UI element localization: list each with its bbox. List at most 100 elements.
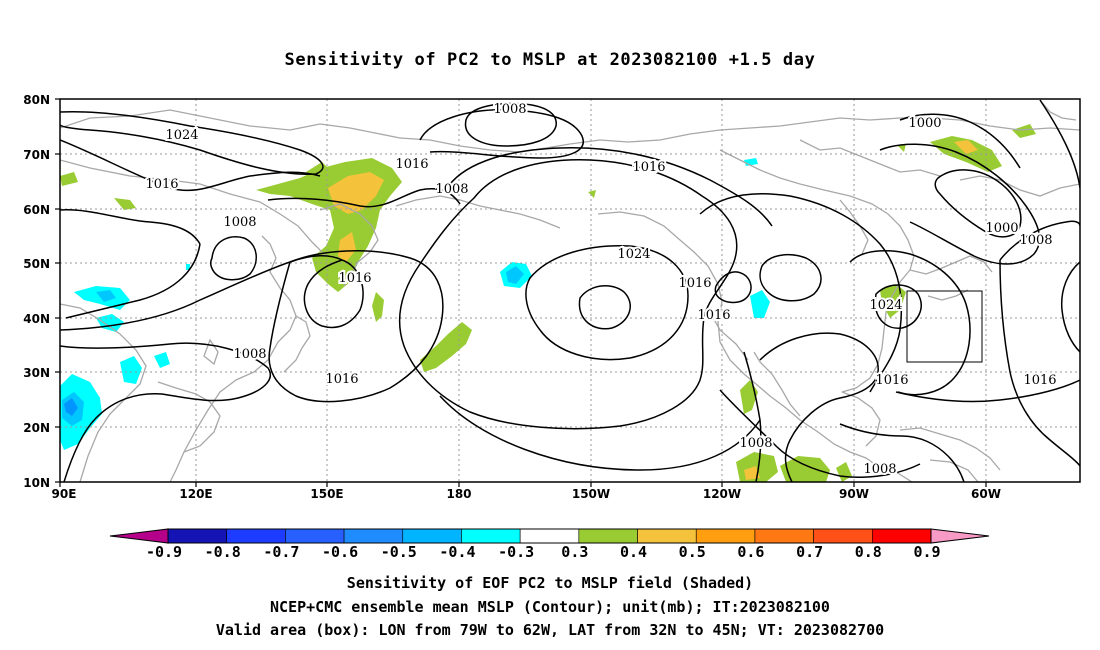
lat-label: 10N: [23, 476, 50, 490]
contour-labels: 1008 1024 1016 1016 1008 1008 1016 1016 …: [143, 100, 1058, 479]
contour-1024-east-asia: [60, 110, 324, 175]
colorbar-segment: [226, 528, 286, 544]
colorbar-segment: [578, 528, 638, 544]
contour-label: 1016: [1023, 373, 1056, 388]
contour-1000-north: [899, 113, 1021, 169]
contour-label: 1008: [863, 462, 896, 477]
contour-1016-pacific-ring: [398, 159, 738, 430]
longitude-labels: 90E 120E 150E 180 150W 120W 90W 60W: [52, 487, 1001, 501]
colorbar-right-arrow: [930, 528, 990, 544]
contour-label: 1008: [233, 347, 266, 362]
contour-label: 1016: [325, 372, 358, 387]
contour-label: 1008: [223, 215, 256, 230]
colorbar-label: -0.8: [205, 543, 241, 561]
contour-label: 1024: [617, 247, 650, 262]
contour-1016-nam-west: [714, 271, 752, 304]
contour-1016-mexico: [759, 332, 879, 482]
colorbar-label: -0.3: [498, 543, 534, 561]
contour-1008-aleutian: [464, 102, 557, 147]
colorbar-segment: [461, 528, 521, 544]
figure-title: Sensitivity of PC2 to MSLP at 2023082100…: [284, 50, 816, 70]
lon-label: 60W: [971, 487, 1001, 501]
colorbar-segment: [167, 528, 227, 544]
colorbar-label: -0.4: [439, 543, 475, 561]
contour-1016-east-ring: [999, 220, 1080, 261]
contour-1024-atlantic: [874, 284, 922, 329]
colorbar: -0.9 -0.8 -0.7 -0.6 -0.5 -0.4 -0.3 0.3 0.4 0.5 0.6…: [109, 528, 990, 561]
lon-label: 120E: [179, 487, 212, 501]
colorbar-segment: [872, 528, 932, 544]
contour-label: 1016: [338, 271, 371, 286]
colorbar-label: -0.9: [146, 543, 182, 561]
caption-shading: Sensitivity of EOF PC2 to MSLP field (Sh…: [346, 574, 754, 592]
contour-1008-east-asia-low: [60, 255, 343, 331]
colorbar-label: 0.7: [796, 543, 823, 561]
lat-label: 60N: [23, 203, 50, 217]
contour-1008-sw-asia: [60, 342, 271, 482]
contour-1016-pacific-outer: [445, 147, 773, 227]
axis-ticks: [55, 98, 987, 487]
contour-1024-pacific-high: [525, 245, 689, 361]
contour-1008-sea-of-okhotsk-low: [209, 236, 257, 281]
contour-label: 1016: [395, 157, 428, 172]
colorbar-label: 0.8: [855, 543, 882, 561]
shading-positive-04: [328, 140, 978, 480]
contour-label: 1008: [435, 182, 468, 197]
contour-1016-japan: [303, 259, 364, 329]
lat-label: 40N: [23, 312, 50, 326]
contour-1016-atlantic-south: [895, 379, 1080, 403]
map-border: [59, 98, 1081, 483]
contour-label: 1000: [908, 116, 941, 131]
lon-label: 120W: [703, 487, 741, 501]
shading-negative-05: [64, 398, 78, 416]
contour-1016-atlantic: [849, 249, 971, 396]
colorbar-label: -0.7: [263, 543, 299, 561]
colorbar-segment: [637, 528, 697, 544]
contour-label: 1008: [493, 102, 526, 117]
colorbar-label: 0.5: [679, 543, 706, 561]
contour-1016-asia: [60, 139, 321, 192]
lat-label: 20N: [23, 421, 50, 435]
map-panel: 1008 1024 1016 1016 1008 1008 1016 1016 …: [60, 99, 1080, 482]
colorbar-label: -0.6: [322, 543, 358, 561]
contour-label: 1016: [697, 308, 730, 323]
mslp-contours: [60, 99, 1080, 482]
colorbar-label: 0.9: [913, 543, 940, 561]
lat-label: 50N: [23, 257, 50, 271]
valid-area-box: [906, 290, 983, 363]
lon-label: 180: [446, 487, 471, 501]
colorbar-label: 0.6: [737, 543, 764, 561]
lat-label: 70N: [23, 148, 50, 162]
contour-1016-nw-pacific-high: [268, 250, 444, 403]
lon-label: 90W: [839, 487, 869, 501]
contour-label: 1024: [869, 298, 902, 313]
lon-label: 90E: [52, 487, 77, 501]
contour-1016-nam: [699, 193, 903, 393]
contour-1016-far-east: [1039, 99, 1080, 189]
contour-label: 1016: [875, 373, 908, 388]
contour-1016-pacific-south: [439, 395, 761, 471]
colorbar-segment: [285, 528, 345, 544]
coastlines: [60, 99, 1080, 482]
lon-label: 150E: [310, 487, 343, 501]
lat-label: 80N: [23, 93, 50, 107]
caption-valid-area: Valid area (box): LON from 79W to 62W, L…: [215, 621, 885, 639]
contour-1008-mexico: [719, 389, 921, 478]
contour-1016-rockies: [759, 253, 822, 302]
lat-label: 30N: [23, 366, 50, 380]
contour-label: 1016: [145, 177, 178, 192]
caption-contour: NCEP+CMC ensemble mean MSLP (Contour); u…: [270, 598, 830, 616]
latitude-labels: 80N 70N 60N 50N 40N 30N 20N 10N: [23, 93, 50, 490]
colorbar-segment: [343, 528, 404, 544]
contour-1008-caribbean: [839, 423, 965, 482]
contour-1008-central-asia: [65, 243, 201, 319]
colorbar-label: 0.3: [561, 543, 588, 561]
colorbar-segment: [402, 528, 462, 544]
contour-1008-east-ring: [1060, 261, 1080, 353]
contour-1008-asia-low: [60, 209, 201, 245]
colorbar-label: -0.5: [381, 543, 417, 561]
contour-1024-pacific-high-inner: [578, 285, 631, 330]
colorbar-segment: [695, 528, 756, 544]
colorbar-label: 0.4: [620, 543, 647, 561]
